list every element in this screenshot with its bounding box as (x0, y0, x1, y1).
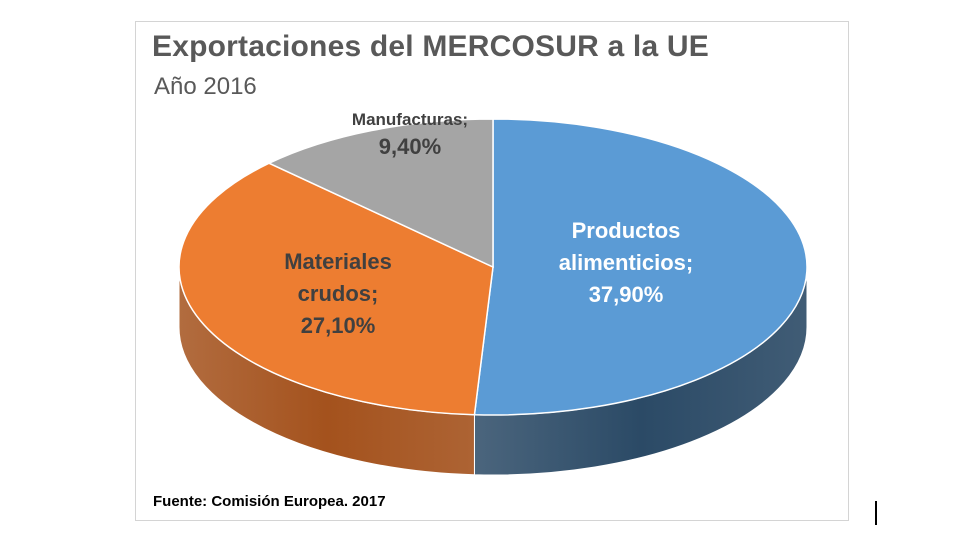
data-label-manufacturas: Manufacturas; 9,40% (352, 110, 468, 159)
pie-slice-materiales-crudos (178, 162, 494, 416)
chart-title: Exportaciones del MERCOSUR a la UE (152, 30, 709, 63)
pie-slice-productos-alimenticios (473, 118, 808, 416)
chart-subtitle: Año 2016 (154, 73, 257, 100)
text-cursor (875, 501, 877, 525)
chart-source: Fuente: Comisión Europea. 2017 (153, 493, 386, 510)
data-label-productos-alimenticios: Productos alimenticios; 37,90% (559, 218, 693, 307)
data-label-materiales-crudos: Materiales crudos; 27,10% (284, 249, 392, 338)
pie-slice-manufacturas (267, 118, 494, 269)
